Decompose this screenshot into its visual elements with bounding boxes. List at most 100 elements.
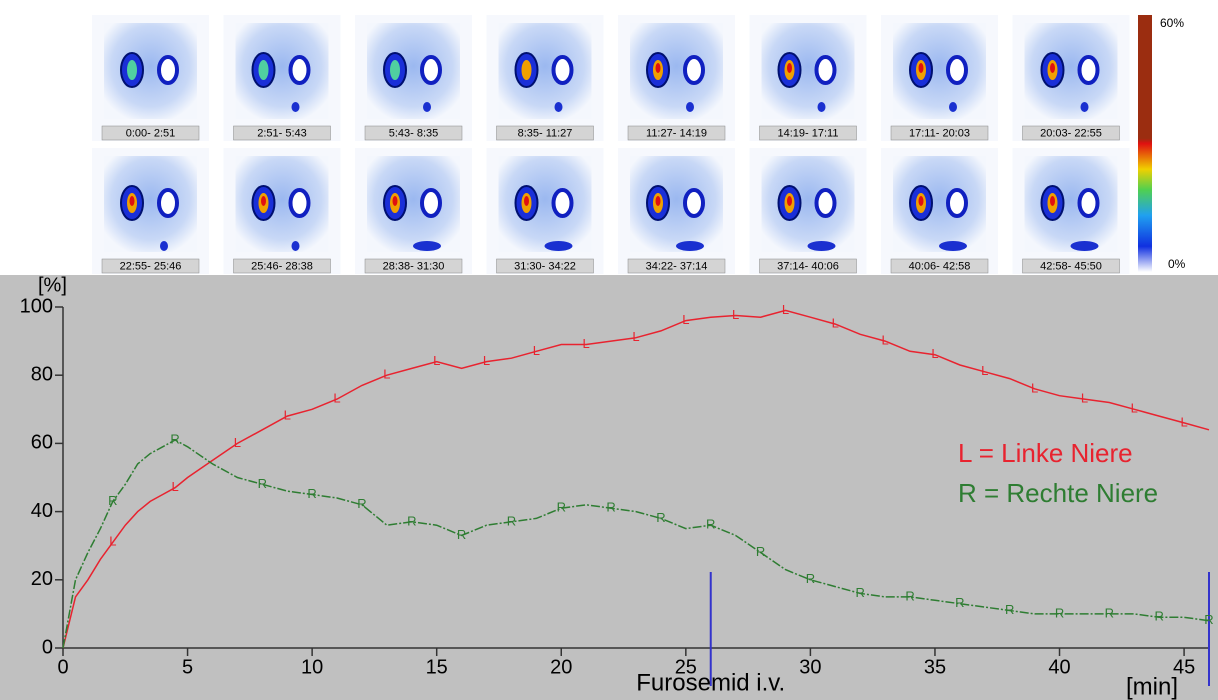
left-kidney-core	[390, 60, 400, 80]
bladder	[949, 102, 957, 112]
series-marker: L	[234, 435, 241, 450]
left-kidney-core	[258, 60, 269, 80]
frame-label-box	[101, 258, 200, 274]
right-kidney	[946, 188, 968, 218]
series-marker: L	[981, 363, 988, 378]
frame-body	[498, 23, 592, 119]
frame-label-box	[1022, 258, 1120, 274]
scan-frame: 31:30- 34:22	[486, 148, 604, 274]
y-axis-label: [%]	[38, 274, 67, 296]
series-marker: L	[583, 336, 590, 351]
frame-label: 11:27- 14:19	[646, 127, 707, 139]
frame-body	[498, 156, 592, 252]
series-marker: L	[1180, 414, 1187, 429]
frame-label: 28:38- 31:30	[383, 260, 445, 272]
series-marker: R	[955, 595, 964, 610]
y-tick-label: 40	[31, 500, 53, 522]
x-tick-label: 5	[182, 656, 193, 678]
frame-body	[104, 23, 197, 119]
frame-label: 40:06- 42:58	[909, 260, 971, 272]
scan-frame: 11:27- 14:19	[618, 15, 735, 141]
frame-label: 5:43- 8:35	[389, 127, 439, 139]
frame-body	[1024, 23, 1118, 119]
right-kidney	[814, 55, 837, 85]
frame-label-box	[890, 258, 989, 274]
frame-body	[893, 156, 986, 252]
series-line	[62, 439, 1210, 649]
x-tick-label: 15	[426, 656, 448, 678]
series-marker: R	[606, 500, 615, 515]
y-tick-label: 80	[31, 363, 53, 385]
left-kidney-hot	[129, 196, 135, 206]
bladder	[807, 241, 836, 251]
right-kidney	[683, 188, 705, 218]
series-marker: R	[706, 517, 715, 532]
frame-body	[104, 156, 197, 252]
series-marker: R	[457, 527, 466, 542]
series-marker: L	[682, 312, 689, 327]
scan-frame: 34:22- 37:14	[618, 148, 735, 274]
x-tick-label: 30	[799, 656, 821, 678]
frame-body	[1024, 156, 1118, 252]
left-kidney-hot	[261, 196, 266, 206]
frame-body	[630, 156, 723, 252]
scan-frame: 0:00- 2:51	[92, 15, 209, 141]
plot-background	[0, 275, 1218, 700]
series-marker: R	[856, 585, 865, 600]
frame-label-box	[233, 258, 331, 274]
right-kidney	[551, 188, 574, 218]
frame-label-box	[759, 125, 857, 141]
series-marker: L	[782, 302, 789, 317]
series-marker: L	[383, 367, 390, 382]
series-marker: L	[284, 408, 291, 423]
scan-frame: 37:14- 40:06	[749, 148, 867, 274]
frame-label: 20:03- 22:55	[1040, 127, 1102, 139]
right-kidney	[1077, 55, 1100, 85]
series-line	[62, 309, 1210, 649]
series-marker: R	[1005, 602, 1014, 617]
frame-body	[235, 156, 329, 252]
frame-label: 0:00- 2:51	[126, 127, 176, 139]
scale-min: 0%	[1168, 257, 1186, 271]
left-kidney-hot	[524, 196, 529, 206]
frame-label: 42:58- 45:50	[1040, 260, 1102, 272]
frame-label-box	[627, 125, 726, 141]
y-tick-label: 60	[31, 432, 53, 454]
frame-label-box	[101, 125, 200, 141]
left-kidney-hot	[655, 63, 661, 73]
frame-label: 2:51- 5:43	[257, 127, 307, 139]
series-marker: L	[1131, 401, 1138, 416]
frame-label: 34:22- 37:14	[646, 260, 708, 272]
scale-max: 60%	[1160, 16, 1184, 30]
legend-entry: L = Linke Niere	[958, 438, 1133, 468]
x-tick-label: 20	[550, 656, 572, 678]
bladder	[676, 241, 704, 251]
series-marker: R	[258, 476, 267, 491]
series-marker: L	[109, 534, 116, 549]
right-kidney	[420, 55, 442, 85]
series-marker: R	[1055, 605, 1064, 620]
bladder	[817, 102, 826, 112]
series-marker: R	[1204, 612, 1213, 627]
right-kidney	[288, 55, 311, 85]
series-marker: R	[1154, 609, 1163, 624]
series-marker: R	[170, 431, 179, 446]
series-marker: R	[357, 496, 366, 511]
right-kidney	[288, 188, 311, 218]
left-kidney-hot	[1050, 63, 1055, 73]
frame-label-box	[233, 125, 331, 141]
y-tick-label: 0	[42, 636, 53, 658]
frame-body	[367, 23, 460, 119]
right-kidney	[814, 188, 837, 218]
scan-frame: 22:55- 25:46	[92, 148, 209, 274]
bladder	[423, 102, 431, 112]
series-marker: L	[1031, 380, 1038, 395]
bladder	[160, 241, 168, 251]
series-marker: L	[732, 307, 739, 322]
series-marker: L	[333, 391, 340, 406]
scan-frame: 40:06- 42:58	[881, 148, 998, 274]
bladder	[291, 241, 300, 251]
scan-frame: 5:43- 8:35	[355, 15, 472, 141]
right-kidney	[946, 55, 968, 85]
scan-frame: 17:11- 20:03	[881, 15, 998, 141]
